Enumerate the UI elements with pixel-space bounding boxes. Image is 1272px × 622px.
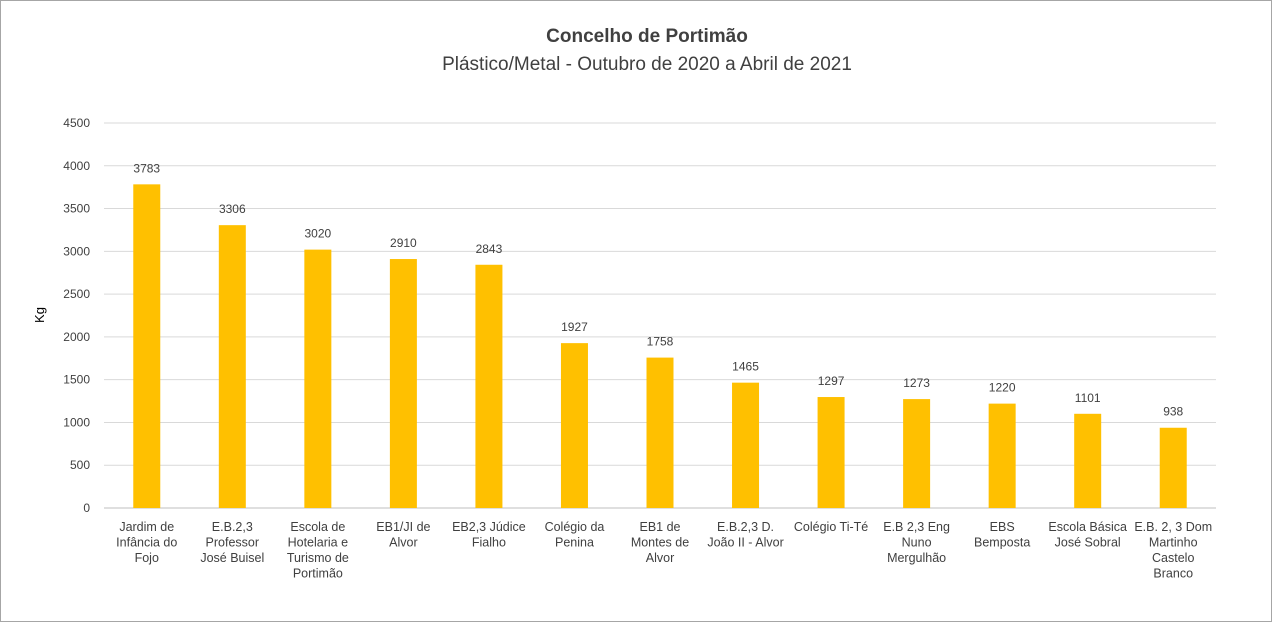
data-label: 1758: [647, 335, 674, 349]
x-tick-label: E.B. 2, 3 Dom Martinho Castelo Branco: [1134, 520, 1212, 581]
category-labels: Jardim de Infância do Fojo E.B.2,3 Professor…: [116, 520, 1212, 581]
bar: [817, 397, 845, 508]
data-label: 3020: [304, 227, 331, 241]
bar: [646, 357, 674, 508]
bar: [1159, 427, 1187, 508]
x-tick-label: EB2,3 Júdice Fialho: [452, 520, 526, 550]
data-label: 938: [1163, 405, 1183, 419]
x-tick-label: E.B.2,3 D. João II - Alvor: [707, 520, 783, 550]
x-tick-label: EBS Bemposta: [974, 520, 1030, 550]
y-tick-label: 4000: [63, 159, 90, 173]
data-labels: 3783 3306 3020 2910 2843 1927 1758 1465 1297 1273…: [133, 161, 1183, 418]
chart-subtitle: Plástico/Metal - Outubro de 2020 a Abril…: [442, 54, 852, 75]
x-tick-label: EB1/JI de Alvor: [376, 520, 430, 550]
y-axis-label: Kg: [32, 307, 47, 323]
chart-title: Concelho de Portimão: [546, 26, 748, 47]
data-label: 1101: [1075, 391, 1101, 405]
x-tick-label: Escola Básica José Sobral: [1048, 520, 1127, 550]
y-tick-label: 0: [83, 501, 90, 515]
data-label: 2843: [476, 242, 503, 256]
bars: [133, 184, 1187, 509]
bar: [903, 399, 931, 508]
gridlines: [104, 122, 1216, 509]
bar: [1074, 413, 1102, 508]
x-tick-label: Escola de Hotelaria e Turismo de Portimão: [287, 520, 349, 581]
y-tick-label: 4500: [63, 116, 90, 130]
y-tick-label: 1500: [63, 373, 90, 387]
data-label: 1465: [732, 360, 759, 374]
y-tick-label: 1000: [63, 415, 90, 429]
y-tick-label: 500: [70, 458, 90, 472]
x-tick-label: EB1 de Montes de Alvor: [631, 520, 689, 565]
bar: [304, 249, 332, 508]
data-label: 2910: [390, 236, 417, 250]
x-tick-label: E.B.2,3 Professor José Buisel: [200, 520, 264, 565]
data-label: 1273: [903, 376, 930, 390]
bar: [389, 259, 417, 508]
data-label: 3783: [133, 161, 160, 175]
data-label: 3306: [219, 202, 246, 216]
bar: [560, 343, 588, 508]
x-tick-label: Colégio da Penina: [545, 520, 605, 550]
data-label: 1297: [818, 374, 845, 388]
x-tick-label: Colégio Ti-Té: [794, 520, 868, 534]
bar: [218, 225, 246, 509]
y-tick-label: 3000: [63, 244, 90, 258]
bar: [732, 382, 760, 508]
y-tick-label: 2000: [63, 330, 90, 344]
y-tick-label: 2500: [63, 287, 90, 301]
y-tick-labels: 0 500 1000 1500 2000 2500 3000 3500 4000 4500: [63, 116, 90, 515]
bar: [133, 184, 161, 509]
y-tick-label: 3500: [63, 202, 90, 216]
bar: [988, 403, 1016, 508]
x-tick-label: E.B 2,3 Eng Nuno Mergulhão: [883, 520, 950, 565]
data-label: 1927: [561, 320, 588, 334]
data-label: 1220: [989, 381, 1016, 395]
bar: [475, 264, 503, 508]
x-tick-label: Jardim de Infância do Fojo: [116, 520, 177, 565]
